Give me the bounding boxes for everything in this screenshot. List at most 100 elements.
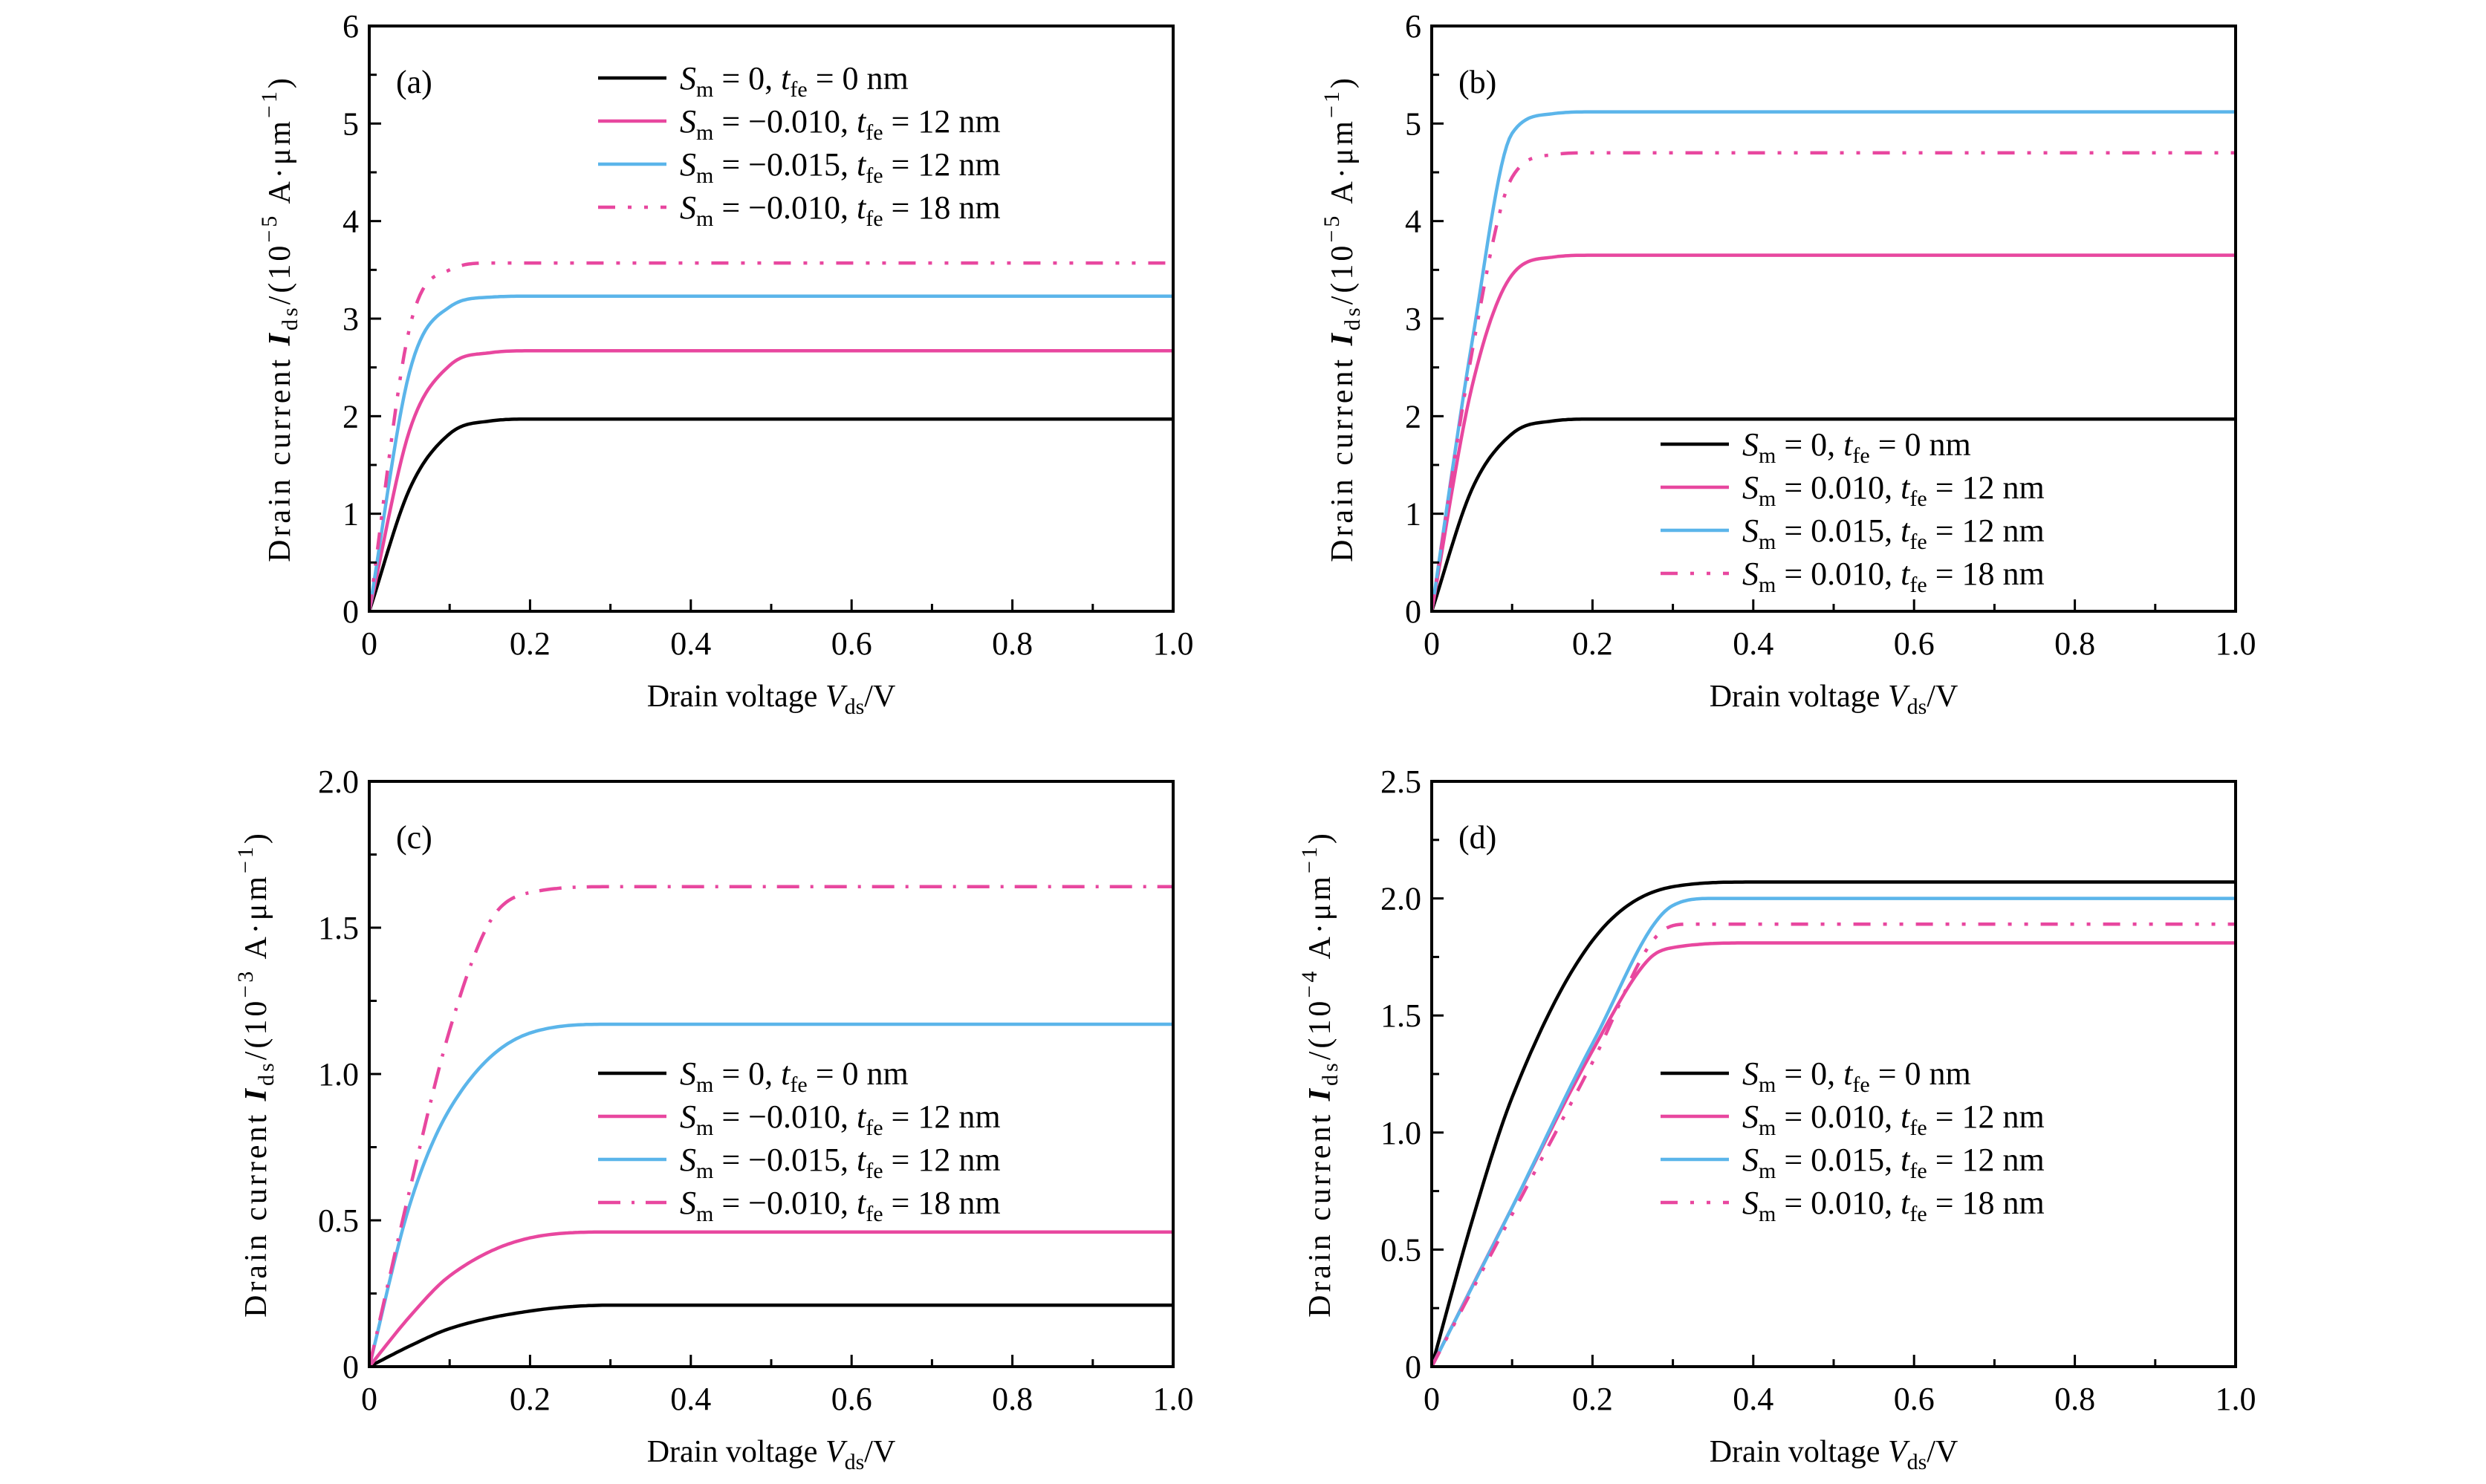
series-line-1 — [1432, 941, 2236, 1367]
x-axis: 0 0.2 0.4 0.6 0.8 1.0 — [1424, 599, 2256, 662]
legend-label: Sm = 0.010, tfe = 18 nm — [1742, 1185, 2045, 1226]
y-tick-label: 0 — [343, 593, 359, 630]
y-tick-label: 4 — [343, 204, 359, 240]
x-tick-label: 0 — [1424, 1381, 1440, 1417]
panel-label: (c) — [396, 819, 432, 856]
legend-label: Sm = 0, tfe = 0 nm — [680, 1055, 909, 1097]
series-line-3 — [369, 885, 1173, 1367]
x-tick-label: 0.4 — [670, 1381, 711, 1417]
legend-item: Sm = −0.010, tfe = 18 nm — [598, 189, 1001, 231]
x-tick-label: 0.8 — [992, 1381, 1033, 1417]
y-tick-label: 0.5 — [1380, 1231, 1421, 1268]
legend-label: Sm = −0.010, tfe = 18 nm — [680, 189, 1001, 231]
x-tick-label: 0.6 — [1894, 625, 1935, 662]
y-tick-label: 3 — [1405, 301, 1421, 337]
legend-item: Sm = −0.010, tfe = 12 nm — [598, 1099, 1001, 1140]
x-axis-label: Drain voltage Vds/V — [647, 680, 896, 719]
y-tick-label: 1.5 — [318, 910, 359, 946]
legend-label: Sm = 0.010, tfe = 12 nm — [1742, 469, 2045, 511]
series-group — [1432, 880, 2236, 1367]
y-tick-label: 1.0 — [318, 1056, 359, 1093]
y-tick-label: 6 — [1405, 8, 1421, 45]
legend-label: Sm = −0.010, tfe = 12 nm — [680, 1099, 1001, 1140]
x-axis-label: Drain voltage Vds/V — [1710, 680, 1958, 719]
series-line-1 — [369, 349, 1173, 611]
legend-item: Sm = −0.015, tfe = 12 nm — [598, 1142, 1001, 1183]
legend-label: Sm = 0, tfe = 0 nm — [680, 60, 909, 102]
legend-label: Sm = 0, tfe = 0 nm — [1742, 1055, 1971, 1097]
y-tick-label: 0.5 — [318, 1203, 359, 1239]
x-tick-label: 0.2 — [1572, 1381, 1613, 1417]
x-tick-label: 0.8 — [2054, 625, 2095, 662]
x-tick-label: 0.6 — [1894, 1381, 1935, 1417]
x-tick-label: 0.2 — [1572, 625, 1613, 662]
panel-a: 0 0.2 0.4 0.6 0.8 1.0 0 1 2 3 4 5 6 Drain voltage Vds… — [257, 8, 1194, 719]
y-axis: 0 1 2 3 4 5 6 — [343, 8, 381, 630]
series-group — [369, 885, 1173, 1367]
x-tick-label: 0.8 — [2054, 1381, 2095, 1417]
legend-item: Sm = 0.010, tfe = 12 nm — [1661, 1099, 2045, 1140]
legend-label: Sm = 0.010, tfe = 18 nm — [1742, 556, 2045, 597]
x-axis: 0 0.2 0.4 0.6 0.8 1.0 — [361, 599, 1194, 662]
x-tick-label: 1.0 — [1153, 1381, 1194, 1417]
x-tick-label: 0.4 — [1733, 625, 1773, 662]
x-tick-label: 0.4 — [1733, 1381, 1773, 1417]
series-group — [1432, 110, 2236, 611]
legend-label: Sm = −0.010, tfe = 18 nm — [680, 1185, 1001, 1226]
y-tick-label: 0 — [1405, 1349, 1421, 1385]
y-axis: 0 0.5 1.0 1.5 2.0 2.5 — [1380, 764, 1444, 1385]
legend-item: Sm = −0.010, tfe = 18 nm — [598, 1185, 1001, 1226]
legend-label: Sm = 0.015, tfe = 12 nm — [1742, 1142, 2045, 1183]
x-tick-label: 0.6 — [831, 625, 872, 662]
y-tick-label: 0 — [1405, 593, 1421, 630]
x-axis-label: Drain voltage Vds/V — [1710, 1435, 1958, 1474]
x-tick-label: 1.0 — [2216, 1381, 2256, 1417]
legend-item: Sm = 0, tfe = 0 nm — [598, 1055, 909, 1097]
series-line-0 — [369, 1304, 1173, 1367]
legend-item: Sm = 0, tfe = 0 nm — [1661, 1055, 1971, 1097]
x-tick-label: 0.8 — [992, 625, 1033, 662]
x-axis-label: Drain voltage Vds/V — [647, 1435, 896, 1474]
y-axis-label: Drain current Ids/(10−5 A·μm−1) — [257, 75, 302, 562]
legend-item: Sm = −0.015, tfe = 12 nm — [598, 146, 1001, 188]
y-axis: 0 1 2 3 4 5 6 — [1405, 8, 1444, 630]
y-tick-label: 0 — [343, 1349, 359, 1385]
series-line-3 — [369, 261, 1173, 611]
y-tick-label: 2.0 — [1380, 881, 1421, 917]
y-tick-label: 5 — [1405, 105, 1421, 142]
panel-d: 0 0.2 0.4 0.6 0.8 1.0 0 0.5 1.0 1.5 2.0 2.5 Drain vo… — [1297, 764, 2256, 1474]
x-tick-label: 0.6 — [831, 1381, 872, 1417]
y-tick-label: 3 — [343, 301, 359, 337]
legend-item: Sm = 0.015, tfe = 12 nm — [1661, 512, 2045, 554]
x-axis: 0 0.2 0.4 0.6 0.8 1.0 — [361, 1355, 1194, 1417]
series-group — [369, 261, 1173, 611]
y-tick-label: 6 — [343, 8, 359, 45]
panel-label: (b) — [1458, 64, 1496, 100]
y-tick-label: 2.0 — [318, 764, 359, 800]
legend-item: Sm = 0.010, tfe = 12 nm — [1661, 469, 2045, 511]
legend-label: Sm = 0.010, tfe = 12 nm — [1742, 1099, 2045, 1140]
x-tick-label: 0.2 — [510, 625, 551, 662]
legend-label: Sm = −0.015, tfe = 12 nm — [680, 1142, 1001, 1183]
series-line-1 — [369, 1230, 1173, 1367]
panel-label: (d) — [1458, 819, 1496, 856]
legend-label: Sm = 0.015, tfe = 12 nm — [1742, 512, 2045, 554]
y-tick-label: 1.0 — [1380, 1115, 1421, 1151]
x-tick-label: 0.2 — [510, 1381, 551, 1417]
legend-item: Sm = −0.010, tfe = 12 nm — [598, 103, 1001, 145]
y-tick-label: 2.5 — [1380, 764, 1421, 800]
y-tick-label: 4 — [1405, 204, 1421, 240]
series-line-1 — [1432, 253, 2236, 611]
y-tick-label: 1 — [1405, 496, 1421, 533]
series-line-0 — [1432, 417, 2236, 611]
legend-item: Sm = 0, tfe = 0 nm — [1661, 426, 1971, 468]
y-axis-label: Drain current Ids/(10−4 A·μm−1) — [1297, 830, 1343, 1318]
y-axis: 0 0.5 1.0 1.5 2.0 — [318, 764, 381, 1385]
x-tick-label: 1.0 — [1153, 625, 1194, 662]
legend-item: Sm = 0.015, tfe = 12 nm — [1661, 1142, 2045, 1183]
x-tick-label: 1.0 — [2216, 625, 2256, 662]
